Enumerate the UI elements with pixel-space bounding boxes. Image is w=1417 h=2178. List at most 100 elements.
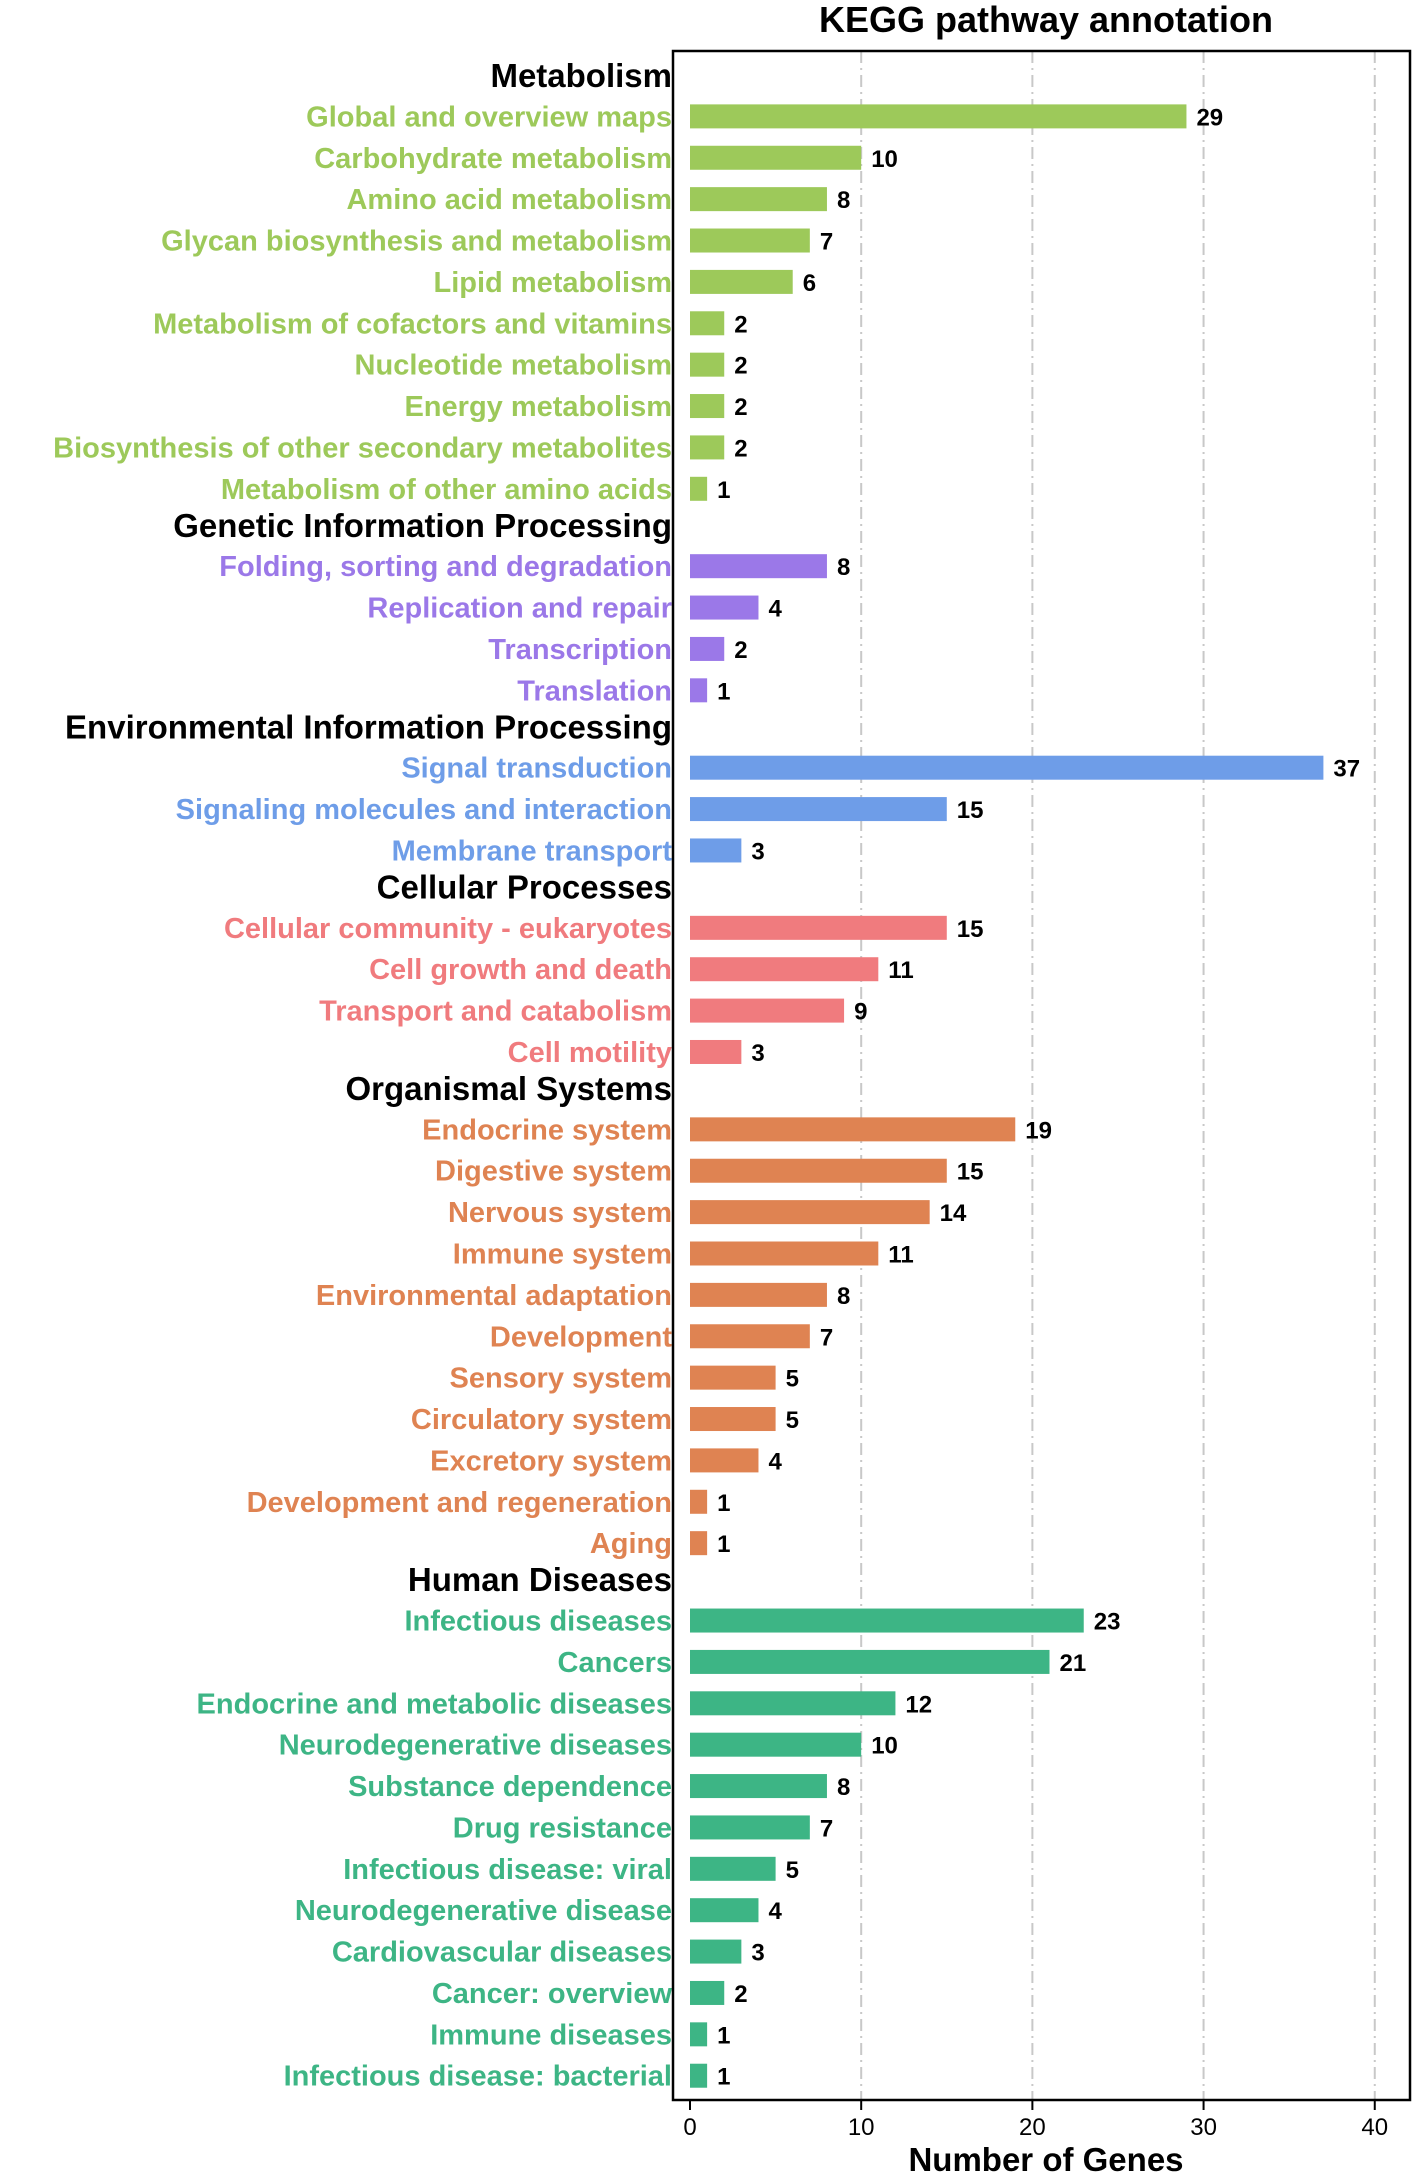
category-label: Cellular community - eukaryotes — [224, 913, 672, 945]
value-label: 3 — [751, 1940, 764, 1967]
x-tick-label: 10 — [848, 2114, 875, 2141]
bar — [690, 1117, 1016, 1142]
value-label: 15 — [957, 1159, 984, 1186]
category-label: Signal transduction — [401, 753, 672, 785]
category-label: Nucleotide metabolism — [355, 350, 672, 382]
value-label: 9 — [854, 999, 867, 1026]
grid-layer — [860, 51, 1376, 2100]
bar — [690, 1365, 776, 1390]
bar — [690, 1200, 930, 1225]
category-label: Folding, sorting and degradation — [219, 551, 672, 583]
bar — [690, 228, 810, 253]
x-tick-label: 0 — [683, 2114, 696, 2141]
category-label: Excretory system — [430, 1445, 672, 1477]
bar — [690, 1774, 827, 1799]
value-label: 3 — [751, 1040, 764, 1067]
category-label: Infectious disease: bacterial — [284, 2061, 672, 2093]
bar — [690, 1649, 1050, 1674]
bar — [690, 998, 845, 1023]
bar — [690, 797, 947, 822]
bar — [690, 1407, 776, 1432]
bar — [690, 1448, 759, 1473]
value-label: 37 — [1333, 756, 1360, 783]
bar — [690, 1241, 879, 1266]
value-label: 11 — [888, 1242, 913, 1269]
value-label: 15 — [957, 797, 984, 824]
value-label: 2 — [734, 394, 747, 421]
value-label: 14 — [940, 1200, 967, 1227]
category-label: Cell motility — [508, 1037, 672, 1069]
category-label: Neurodegenerative diseases — [279, 1730, 672, 1762]
bar — [690, 1980, 725, 2005]
group-heading: Human Diseases — [408, 1561, 672, 1598]
value-label: 2 — [734, 353, 747, 380]
category-label: Digestive system — [435, 1156, 672, 1188]
bar — [690, 1531, 708, 1556]
bar — [690, 1324, 810, 1349]
bar — [690, 1898, 759, 1923]
bar — [690, 957, 879, 982]
category-label: Energy metabolism — [404, 391, 672, 423]
label-layer: Metabolism Global and overview maps 2 9 Carb… — [53, 57, 1360, 2093]
category-label: Membrane transport — [392, 835, 673, 867]
value-label: 5 — [786, 1407, 799, 1434]
bar-layer — [690, 104, 1324, 2088]
category-label: Environmental adaptation — [316, 1280, 672, 1312]
value-label: 2 — [734, 1981, 747, 2008]
bar — [690, 1158, 947, 1183]
bar — [690, 1856, 776, 1881]
value-label: 4 — [768, 1898, 782, 1925]
value-label: 8 — [837, 187, 850, 214]
category-label: Immune diseases — [430, 2019, 672, 2051]
value-label: 7 — [820, 1324, 833, 1351]
x-axis: 0 10 20 30 40 — [683, 2100, 1388, 2141]
value-label: 2 — [734, 637, 747, 664]
value-label: 21 — [1060, 1650, 1087, 1677]
x-tick-label: 30 — [1190, 2114, 1217, 2141]
bar — [690, 1039, 742, 1064]
category-label: Infectious disease: viral — [343, 1854, 672, 1886]
group-heading: Environmental Information Processing — [65, 708, 672, 745]
group-heading: Genetic Information Processing — [173, 507, 672, 544]
bar — [690, 145, 862, 170]
value-label: 3 — [751, 838, 764, 865]
category-label: Endocrine system — [422, 1114, 672, 1146]
bar — [690, 1691, 896, 1716]
bar — [690, 1815, 810, 1840]
bar — [690, 915, 947, 940]
category-label: Lipid metabolism — [434, 267, 672, 299]
value-label: 19 — [1025, 1117, 1052, 1144]
bar — [690, 2063, 708, 2088]
bar — [690, 394, 725, 419]
category-label: Signaling molecules and interaction — [176, 794, 672, 826]
bar — [690, 595, 759, 620]
value-label: 1 — [717, 1490, 730, 1517]
bar — [690, 838, 742, 863]
category-label: Carbohydrate metabolism — [314, 143, 672, 175]
plot-frame — [671, 49, 1412, 2102]
category-label: Translation — [517, 675, 672, 707]
bar — [690, 755, 1324, 780]
value-label: 4 — [768, 596, 782, 623]
category-label: Global and overview maps — [306, 101, 672, 133]
value-label: 7 — [820, 1815, 833, 1842]
value-label: 1 — [717, 1531, 730, 1558]
category-label: Drug resistance — [453, 1812, 672, 1844]
group-heading: Metabolism — [490, 57, 672, 94]
category-label: Biosynthesis of other secondary metaboli… — [53, 432, 672, 464]
value-label: 1 — [717, 2064, 730, 2091]
category-label: Endocrine and metabolic diseases — [197, 1688, 672, 1720]
bar — [690, 678, 708, 703]
chart-title: KEGG pathway annotation — [819, 0, 1273, 40]
bar — [690, 636, 725, 661]
bar — [690, 435, 725, 460]
category-label: Cancer: overview — [432, 1978, 673, 2010]
category-label: Sensory system — [450, 1363, 672, 1395]
category-label: Cell growth and death — [369, 954, 672, 986]
value-label: 1 — [717, 678, 730, 705]
category-label: Metabolism of cofactors and vitamins — [153, 308, 672, 340]
category-label: Development — [490, 1321, 672, 1353]
category-label: Metabolism of other amino acids — [221, 474, 672, 506]
category-label: Amino acid metabolism — [346, 184, 672, 216]
